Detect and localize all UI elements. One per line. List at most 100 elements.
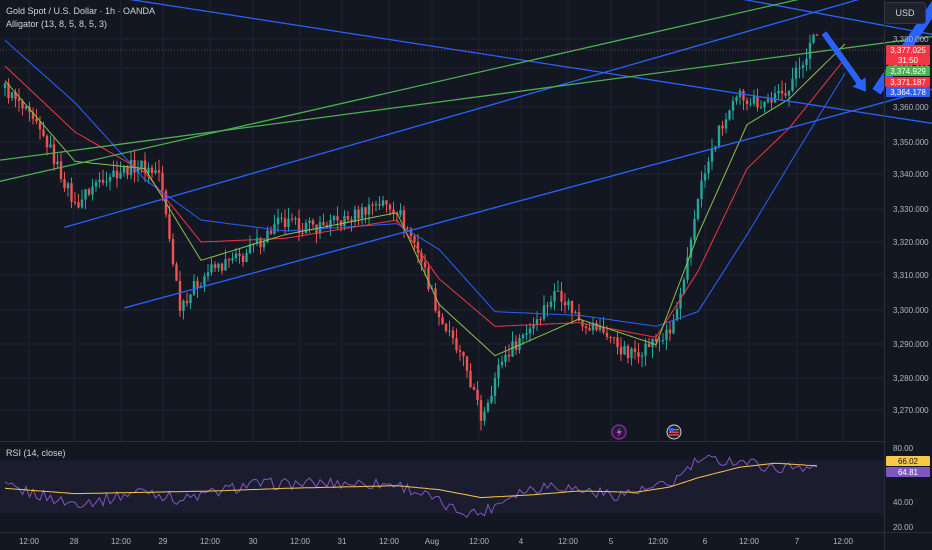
candle[interactable]	[224, 259, 227, 271]
candle[interactable]	[353, 209, 357, 222]
candle[interactable]	[598, 326, 602, 331]
candle[interactable]	[220, 263, 224, 271]
blue-trendline[interactable]	[123, 81, 932, 309]
candle[interactable]	[749, 103, 752, 105]
candle[interactable]	[59, 161, 63, 179]
candle[interactable]	[381, 200, 385, 206]
us-flag-event-icon[interactable]	[666, 424, 682, 440]
blue-trendline[interactable]	[0, 0, 932, 147]
candle[interactable]	[105, 181, 108, 183]
candle[interactable]	[458, 350, 462, 352]
candle[interactable]	[486, 402, 490, 412]
candle[interactable]	[787, 90, 791, 96]
candle[interactable]	[294, 218, 297, 220]
candle[interactable]	[297, 218, 301, 233]
symbol-title[interactable]: Gold Spot / U.S. Dollar · 1h · OANDA	[6, 6, 156, 16]
candle[interactable]	[479, 400, 483, 421]
candle[interactable]	[437, 310, 441, 318]
candle[interactable]	[374, 204, 378, 206]
candle[interactable]	[332, 216, 336, 220]
candle[interactable]	[189, 294, 192, 304]
candle[interactable]	[266, 230, 269, 243]
candle[interactable]	[574, 312, 577, 314]
candle[interactable]	[658, 340, 661, 342]
candle[interactable]	[238, 253, 241, 256]
candle[interactable]	[535, 319, 539, 325]
candle[interactable]	[644, 343, 647, 356]
candle[interactable]	[731, 100, 735, 111]
price-axis[interactable]: 3,380.0003,370.0003,360.0003,350.0003,34…	[893, 35, 929, 415]
candle[interactable]	[532, 324, 535, 329]
candle[interactable]	[196, 281, 199, 289]
candle[interactable]	[630, 348, 633, 359]
candle[interactable]	[661, 339, 665, 341]
candle[interactable]	[217, 263, 220, 268]
currency-button[interactable]: USD	[884, 2, 926, 24]
candle[interactable]	[126, 165, 129, 176]
candle[interactable]	[616, 337, 619, 347]
candle[interactable]	[654, 338, 658, 342]
candle[interactable]	[423, 262, 427, 268]
candle[interactable]	[759, 107, 763, 109]
candle[interactable]	[304, 222, 308, 233]
candle[interactable]	[66, 183, 70, 189]
candle[interactable]	[45, 135, 49, 148]
candle[interactable]	[556, 290, 560, 292]
candle[interactable]	[350, 219, 353, 222]
candle[interactable]	[542, 305, 546, 320]
candle[interactable]	[269, 230, 273, 234]
candle[interactable]	[626, 345, 630, 359]
candle[interactable]	[518, 338, 521, 350]
candle[interactable]	[689, 239, 693, 258]
candle[interactable]	[766, 99, 770, 102]
candle[interactable]	[500, 361, 504, 365]
candle[interactable]	[570, 301, 574, 314]
candle[interactable]	[623, 345, 626, 355]
candle[interactable]	[94, 182, 98, 187]
candle[interactable]	[416, 242, 420, 253]
time-axis[interactable]: 12:00 28 12:00 29 12:00 30 12:00 31 12:00 Aug 12:0…	[19, 537, 854, 546]
candle[interactable]	[157, 170, 161, 173]
candle[interactable]	[17, 98, 21, 102]
alligator-legend[interactable]: Alligator (13, 8, 5, 8, 5, 3)	[6, 19, 108, 29]
candle[interactable]	[619, 346, 623, 355]
candle[interactable]	[234, 253, 238, 259]
candle[interactable]	[108, 176, 112, 182]
candle[interactable]	[122, 165, 126, 173]
candle[interactable]	[283, 218, 287, 227]
candle[interactable]	[427, 267, 430, 290]
candle[interactable]	[707, 161, 710, 174]
candle[interactable]	[756, 96, 759, 108]
candle[interactable]	[717, 125, 721, 147]
candle[interactable]	[206, 272, 210, 277]
candle[interactable]	[241, 255, 245, 262]
candle[interactable]	[3, 83, 7, 88]
candle[interactable]	[703, 173, 707, 181]
candle[interactable]	[346, 216, 350, 220]
candle[interactable]	[175, 264, 178, 281]
candle[interactable]	[287, 218, 290, 227]
candle[interactable]	[168, 214, 171, 240]
candle[interactable]	[63, 178, 66, 189]
candle[interactable]	[80, 199, 84, 208]
candle[interactable]	[203, 276, 206, 286]
candle[interactable]	[136, 167, 140, 173]
candle[interactable]	[696, 198, 700, 219]
candle[interactable]	[612, 337, 616, 339]
candle[interactable]	[77, 201, 80, 208]
candle[interactable]	[560, 290, 563, 302]
candle[interactable]	[525, 333, 528, 335]
candle[interactable]	[185, 300, 189, 304]
candle[interactable]	[798, 67, 801, 69]
candle[interactable]	[301, 232, 304, 234]
candle[interactable]	[87, 189, 91, 195]
candle[interactable]	[770, 99, 773, 103]
candle[interactable]	[444, 323, 448, 331]
candle[interactable]	[567, 301, 570, 306]
blue-trendline[interactable]	[64, 0, 909, 228]
candle[interactable]	[388, 204, 392, 210]
main-series[interactable]	[0, 0, 932, 431]
candle[interactable]	[490, 395, 493, 403]
candle[interactable]	[728, 110, 731, 120]
